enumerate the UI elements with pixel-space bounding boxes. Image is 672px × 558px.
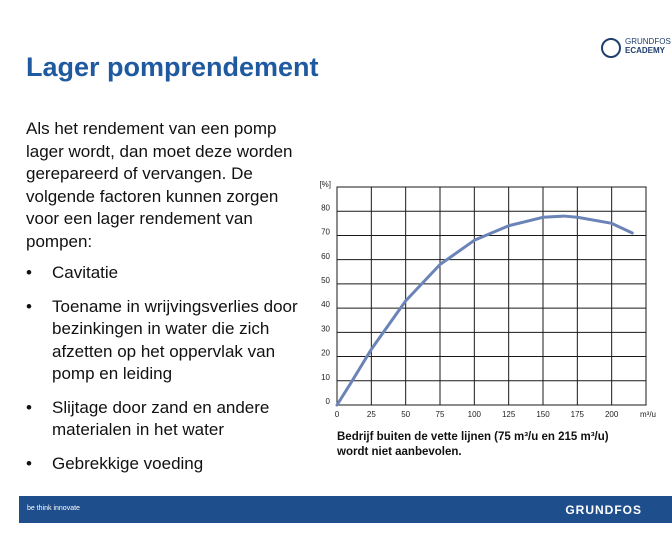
footer: be think innovate GRUNDFOS — [19, 496, 672, 523]
caption-line: Bedrijf buiten de vette lijnen (75 m³/u … — [337, 431, 609, 443]
efficiency-curve — [335, 214, 634, 407]
y-tick-label: 50 — [321, 276, 330, 285]
x-tick-label: 50 — [401, 410, 410, 419]
bullet-list: Cavitatie Toename in wrijvingsverlies doo… — [26, 262, 316, 486]
bullet: Toename in wrijvingsverlies door bezinki… — [26, 296, 316, 386]
x-tick-label: 200 — [605, 410, 619, 419]
y-axis-label: [%] — [319, 180, 331, 189]
brand: GRUNDFOS — [565, 503, 642, 517]
y-tick-label: 20 — [321, 349, 330, 358]
x-tick-label: 100 — [468, 410, 482, 419]
y-tick-label: 0 — [326, 397, 331, 406]
y-tick-label: 60 — [321, 252, 330, 261]
logo-line: ECADEMY — [625, 46, 666, 55]
y-tick-label: 70 — [321, 228, 330, 237]
x-tick-label: 75 — [436, 410, 445, 419]
x-tick-label: 175 — [571, 410, 585, 419]
logo: GRUNDFOS ECADEMY — [601, 37, 671, 58]
y-tick-label: 80 — [321, 203, 330, 212]
x-tick-label: 125 — [502, 410, 516, 419]
caption: Bedrijf buiten de vette lijnen (75 m³/u … — [337, 430, 609, 460]
tagline: be think innovate — [27, 505, 80, 512]
bullet: Slijtage door zand en andere materialen … — [26, 397, 316, 442]
caption-line: wordt niet aanbevolen. — [337, 446, 462, 458]
bullet: Gebrekkige voeding — [26, 453, 316, 476]
x-tick-label: 25 — [367, 410, 376, 419]
x-tick-label: 150 — [536, 410, 550, 419]
y-tick-label: 30 — [321, 324, 330, 333]
y-tick-label: 10 — [321, 373, 330, 382]
x-axis-label: m³/u — [640, 410, 656, 419]
logo-line: GRUNDFOS — [625, 37, 671, 46]
x-tick-label: 0 — [335, 410, 340, 419]
paragraph: Als het rendement van een pomp lager wor… — [26, 119, 293, 251]
y-tick-label: 40 — [321, 300, 330, 309]
title: Lager pomprendement — [26, 52, 319, 82]
bullet: Cavitatie — [26, 262, 316, 285]
